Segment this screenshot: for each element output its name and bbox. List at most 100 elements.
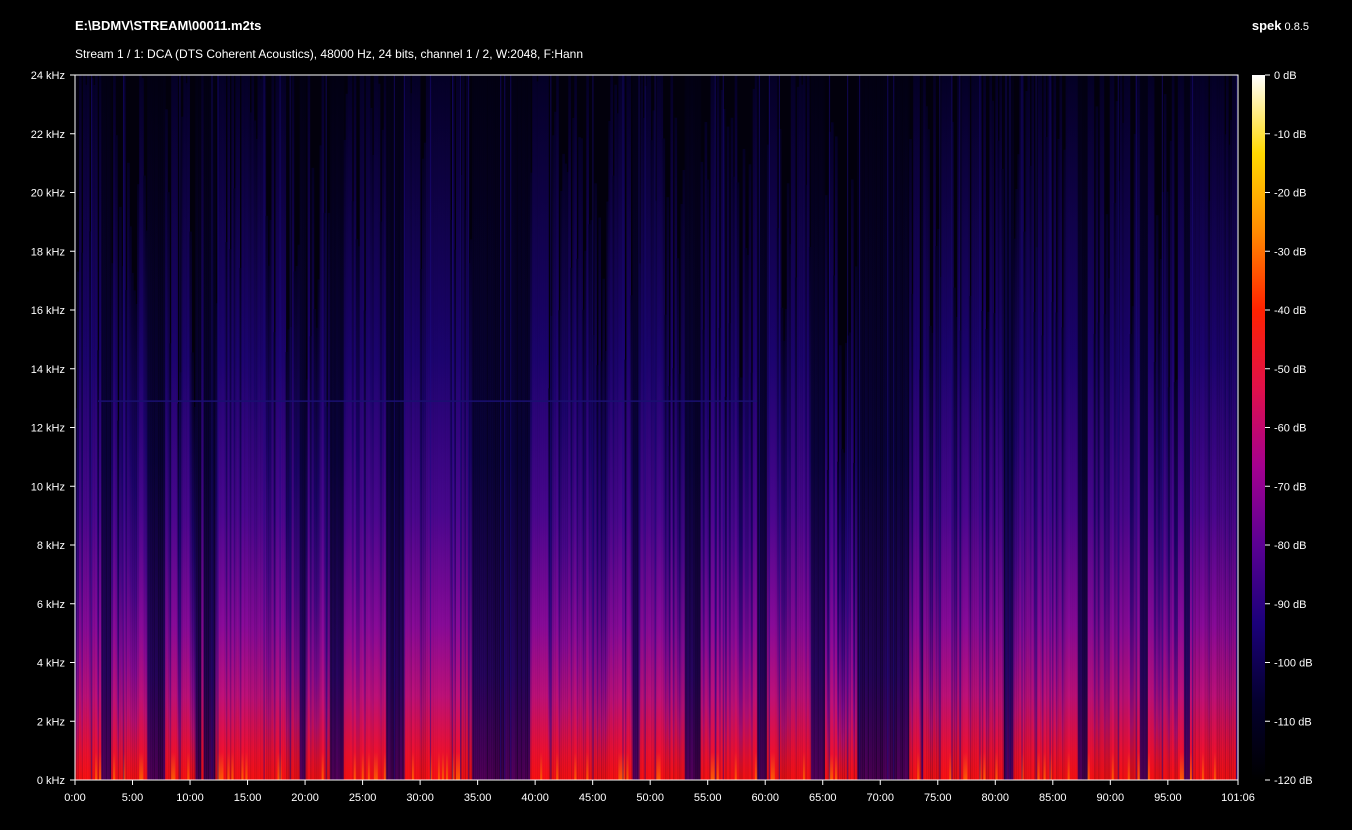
spectrogram-column [1009, 75, 1012, 780]
transient-streak [778, 75, 780, 780]
spectrogram-column [843, 452, 846, 780]
spectrogram-column [369, 108, 373, 780]
transient-streak [828, 75, 831, 780]
spectrogram-column [1021, 75, 1024, 780]
x-tick-label: 80:00 [982, 792, 1010, 804]
x-tick-label: 90:00 [1097, 792, 1125, 804]
spectrogram-column [917, 75, 920, 780]
spectrogram-column [1019, 75, 1022, 780]
spectrogram-column [474, 75, 477, 780]
spectrogram-column [472, 75, 475, 780]
spectrogram-column [933, 75, 936, 780]
spectrogram-column [931, 332, 934, 780]
spectrogram-column [1115, 101, 1119, 781]
spectrogram-column [381, 129, 385, 781]
spectrogram-column [435, 75, 439, 780]
spectrogram-column [610, 75, 613, 780]
spectrogram-column [367, 75, 371, 780]
spectrogram-column [855, 266, 858, 780]
transient-streak [592, 75, 594, 780]
spectrogram-column [415, 75, 419, 780]
x-tick-label: 50:00 [636, 792, 664, 804]
spectrogram-column [478, 75, 481, 780]
y-tick-label: 12 kHz [31, 423, 65, 435]
spectrogram-column [1215, 75, 1219, 780]
spectrogram-column [1139, 75, 1143, 780]
spectrogram-column [225, 242, 228, 781]
spectrogram-column [87, 75, 90, 780]
spectrogram-column [1179, 75, 1183, 780]
spectrogram-column [820, 75, 824, 780]
spectrogram-column [444, 75, 447, 780]
spectrogram-column [135, 304, 138, 780]
spectrogram-column [590, 220, 593, 781]
spectrogram-column [951, 121, 954, 780]
transient-streak [939, 75, 941, 780]
spectrogram-column [1175, 379, 1179, 780]
spectrogram-column [1133, 133, 1137, 780]
spectrogram-column [1183, 75, 1187, 780]
spectrogram-column [147, 75, 150, 780]
y-tick-label: 6 kHz [37, 599, 65, 611]
spectrogram-column [788, 244, 792, 781]
spectrogram-column [1201, 75, 1205, 780]
spectrogram-column [616, 113, 619, 781]
spectrogram-column [1171, 75, 1175, 780]
spectrogram-column [754, 75, 758, 780]
spectrogram-column [845, 342, 848, 780]
spectrogram-column [550, 315, 553, 780]
spectrogram-column [750, 372, 754, 780]
spectrogram-column [462, 75, 465, 780]
spectrogram-column [163, 75, 166, 780]
spectrogram-column [139, 75, 142, 780]
spectrogram-column [1155, 215, 1159, 780]
spectrogram-column [596, 365, 599, 780]
spectrogram-column [83, 75, 86, 780]
spectrogram-column [1141, 75, 1145, 780]
spectrogram-column [113, 75, 116, 780]
spectrogram-column [995, 75, 998, 780]
spectrogram-column [758, 75, 762, 780]
spectrogram-column [480, 75, 483, 780]
spectrogram-column [363, 310, 367, 780]
spectrogram-column [345, 93, 349, 781]
spectrogram-column [205, 75, 208, 780]
spectrogram-column [221, 75, 224, 780]
transient-streak [403, 75, 405, 780]
spectrogram-column [1185, 75, 1189, 780]
x-tick-label: 65:00 [809, 792, 837, 804]
spectrogram-column [1063, 149, 1067, 780]
spectrogram-column [99, 75, 102, 780]
spectrogram-column [393, 75, 397, 780]
spectrogram-column [159, 75, 162, 780]
x-tick-label: 20:00 [291, 792, 319, 804]
x-tick-label: 30:00 [406, 792, 434, 804]
spectrogram-column [542, 75, 545, 780]
spectrogram-column [666, 197, 670, 780]
spectrogram-column [101, 75, 104, 780]
colorbar-tick-label: -30 dB [1274, 246, 1306, 258]
spectrogram-column [494, 75, 497, 780]
transient-streak [325, 75, 327, 780]
spectrogram-column [909, 139, 912, 780]
spectrogram-column [165, 109, 168, 781]
spectrogram-column [1091, 75, 1095, 780]
spectrogram-column [1173, 382, 1177, 780]
spectrogram-column [514, 75, 517, 780]
spectrogram-column [959, 330, 962, 780]
spectrogram-column [648, 75, 652, 780]
x-tick-label: 15:00 [234, 792, 262, 804]
spectrogram-column [814, 75, 818, 780]
y-tick-label: 20 kHz [31, 188, 65, 200]
spectrogram-column [409, 93, 413, 781]
spectrogram-column [79, 75, 82, 780]
transient-streak [714, 75, 716, 780]
spectrogram-column [297, 244, 301, 780]
spectrogram-column [1153, 362, 1157, 780]
spectrogram-column [598, 217, 601, 780]
spectrogram-column [1129, 334, 1133, 780]
spectrogram-column [580, 138, 583, 781]
spectrogram-column [979, 75, 982, 780]
spectrogram-column [257, 75, 261, 780]
spectrogram-column [187, 75, 190, 780]
